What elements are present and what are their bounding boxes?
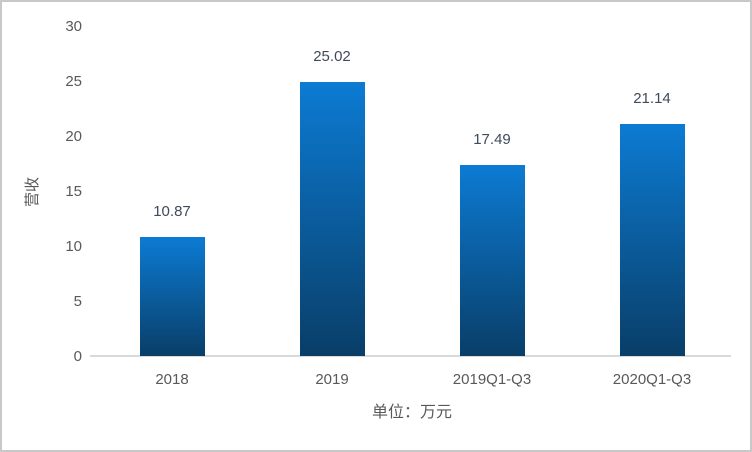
y-tick-label: 30	[65, 18, 82, 35]
x-tick-label: 2019Q1-Q3	[452, 371, 532, 388]
bar-2019	[299, 81, 365, 356]
bar-value-label: 21.14	[633, 90, 671, 108]
bar-2020Q1-Q3	[619, 124, 685, 356]
y-tick-label: 0	[73, 348, 82, 365]
y-tick-label: 10	[65, 238, 82, 255]
y-tick-label: 20	[65, 128, 82, 145]
x-axis-line	[90, 355, 731, 357]
bar-value-label: 25.02	[313, 47, 351, 65]
y-tick-label: 5	[73, 293, 82, 310]
x-tick-label: 2019	[315, 371, 349, 388]
x-tick-label: 2020Q1-Q3	[612, 371, 692, 388]
y-tick-label: 15	[65, 183, 82, 200]
bar-2019Q1-Q3	[459, 164, 525, 356]
bar-value-label: 10.87	[153, 203, 191, 221]
bar-2018	[139, 237, 205, 356]
y-tick-label: 25	[65, 73, 82, 90]
x-axis-title: 单位：万元	[371, 404, 452, 421]
x-tick-label: 2018	[155, 371, 189, 388]
bar-value-label: 17.49	[473, 130, 511, 148]
